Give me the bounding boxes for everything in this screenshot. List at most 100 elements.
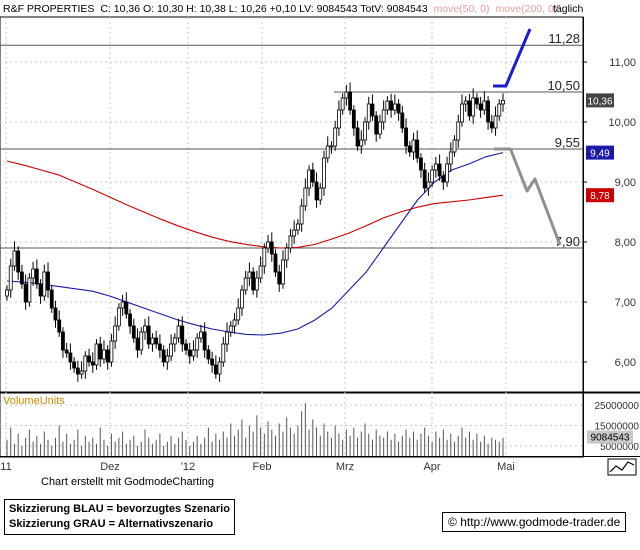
candle-body: [389, 100, 394, 111]
candle-body: [49, 289, 54, 309]
candle-body: [404, 127, 408, 147]
candle-body: [460, 103, 464, 123]
candle-body: [273, 253, 278, 273]
candle-body: [94, 343, 99, 366]
candle-body: [161, 349, 166, 363]
candle-body: [493, 115, 498, 129]
candle-body: [184, 343, 188, 351]
candle-body: [351, 109, 356, 129]
candle-body: [169, 343, 173, 357]
candle-body: [210, 358, 215, 366]
candle-body: [53, 307, 58, 321]
candle-body: [27, 277, 32, 303]
candle-body: [8, 265, 13, 291]
price-tick-label: 11,00: [609, 57, 636, 69]
time-tick-label: Apr: [423, 461, 440, 473]
time-tick-label: '12: [181, 461, 195, 473]
candle-body: [366, 103, 371, 123]
candle-body: [180, 325, 185, 345]
candle-body: [314, 181, 319, 201]
candle-body: [46, 271, 50, 291]
candle-body: [225, 331, 229, 345]
candle-body: [146, 325, 151, 345]
candle-body: [139, 331, 144, 351]
blue-scenario-path: [493, 28, 532, 88]
candle-body: [191, 349, 196, 357]
price-tick-label: 9,00: [615, 177, 636, 189]
candle-body: [441, 175, 446, 183]
volume-badge-label: 9084543: [591, 433, 630, 444]
candle-body: [497, 103, 502, 117]
price-badge: [586, 145, 614, 160]
price-badge: [586, 93, 614, 108]
candle-body: [195, 337, 200, 351]
candle-body: [374, 115, 379, 135]
candle-body: [411, 139, 416, 153]
candle-body: [109, 340, 114, 363]
candle-body: [392, 103, 397, 111]
candle-body: [452, 139, 457, 153]
candle-body: [31, 268, 36, 279]
candle-body: [337, 109, 341, 129]
price-tick-label: 8,00: [615, 237, 636, 249]
candle-body: [176, 325, 181, 339]
candle-body: [501, 100, 505, 105]
candle-body: [90, 361, 95, 366]
price-panel: [0, 16, 584, 394]
price-badge-label: 9,49: [590, 149, 610, 160]
candle-body: [322, 157, 326, 189]
candle-body: [172, 337, 177, 345]
candle-body: [363, 121, 367, 141]
candle-body: [120, 301, 125, 309]
candle-body: [199, 331, 203, 339]
volume-tick-label: 15000000: [595, 422, 640, 433]
interval-label: täglich: [553, 3, 584, 15]
candle-body: [340, 97, 345, 111]
price-tick-label: 6,00: [615, 357, 636, 369]
grey-scenario-path: [494, 147, 562, 246]
candle-body: [262, 247, 267, 267]
candle-body: [445, 163, 449, 183]
candle-body: [396, 103, 401, 114]
candle-body: [333, 127, 338, 147]
candle-body: [87, 355, 91, 363]
candle-body: [42, 271, 47, 297]
chart-logo-icon: [607, 458, 637, 476]
candle-body: [236, 307, 241, 321]
price-tick-label: 10,00: [608, 117, 636, 129]
candle-body: [232, 319, 237, 327]
candle-body: [243, 277, 248, 291]
candle-body: [478, 103, 483, 111]
candle-body: [325, 145, 330, 159]
ma50-line: [6, 152, 504, 336]
candle-body: [34, 268, 39, 285]
candle-body: [61, 331, 65, 351]
candle-body: [295, 223, 300, 231]
legend-blue: Skizzierung BLAU = bevorzugtes Szenario: [9, 503, 230, 515]
site-url[interactable]: http://www.godmode-trader.de: [460, 515, 621, 529]
url-box[interactable]: © http://www.godmode-trader.de: [442, 512, 627, 532]
price-axis: 6,00 7,00 8,00 9,00 10,00 11,00: [583, 17, 636, 457]
candle-body: [318, 187, 323, 201]
scenario-sketches: [493, 28, 562, 246]
candle-body: [57, 319, 62, 333]
header-line: R&F PROPERTIES C: 10,36 O: 10,30 H: 10,3…: [3, 3, 557, 15]
candle-body: [385, 100, 390, 111]
candle-body: [68, 352, 73, 363]
candle-body: [98, 343, 103, 360]
candle-body: [12, 250, 17, 267]
candle-body: [105, 349, 110, 363]
price-badge-label: 10,36: [587, 96, 612, 107]
candle-body: [228, 325, 233, 333]
candle-body: [116, 307, 121, 327]
candle-body: [206, 349, 211, 360]
ma200-label: move(200, 0): [495, 3, 557, 15]
candle-body: [83, 355, 88, 372]
instrument-name: R&F PROPERTIES: [3, 3, 94, 15]
candle-body: [79, 370, 84, 375]
candle-body: [277, 271, 282, 285]
candle-body: [217, 361, 222, 375]
candle-body: [407, 145, 412, 153]
candle-body: [154, 337, 159, 345]
candle-body: [202, 331, 207, 351]
